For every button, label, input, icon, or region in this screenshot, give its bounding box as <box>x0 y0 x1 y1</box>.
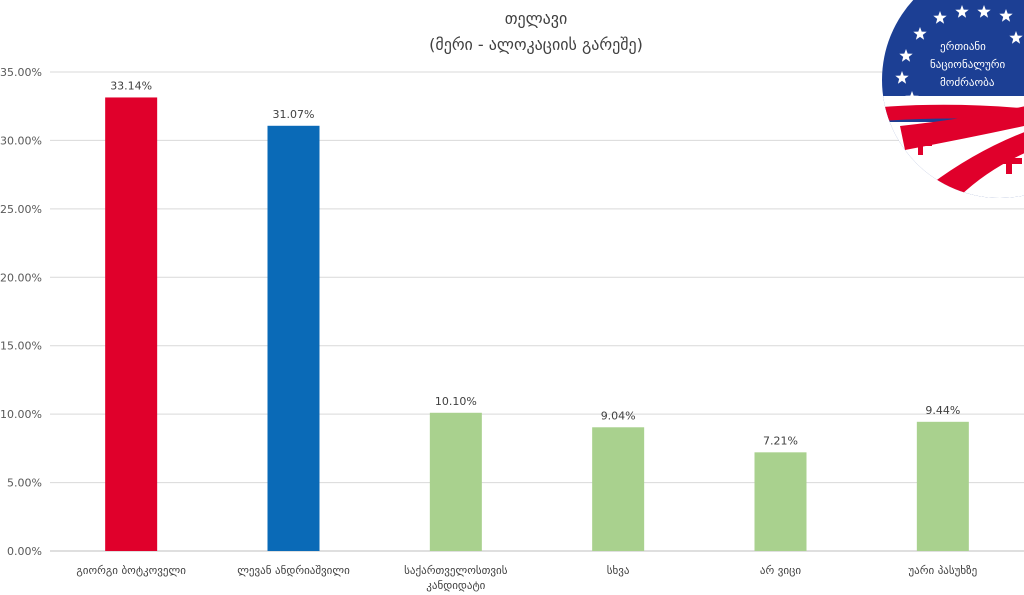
y-tick-label: 20.00% <box>0 271 42 284</box>
logo-line-3: მოძრაობა <box>940 76 995 89</box>
y-tick-label: 10.00% <box>0 408 42 421</box>
star-icon <box>955 5 969 18</box>
data-label: 7.21% <box>763 434 798 447</box>
party-logo: ერთიანი ნაციონალური მოძრაობა <box>882 0 1024 198</box>
category-label: უარი პასუხზე <box>908 564 977 577</box>
star-icon <box>905 91 919 104</box>
bar <box>592 427 645 551</box>
category-label: სხვა <box>607 564 630 577</box>
y-tick-label: 30.00% <box>0 134 42 147</box>
chart-title: თელავი <box>505 9 568 28</box>
logo-line-2: ნაციონალური <box>930 58 1006 71</box>
bar <box>105 97 158 551</box>
grid-lines <box>50 71 1024 552</box>
star-icon <box>1009 31 1023 44</box>
category-labels: გიორგი ბოტკოველი ლევან ანდრიაშვილი საქართვ… <box>76 564 977 592</box>
bar <box>754 452 807 551</box>
bar <box>429 412 482 551</box>
category-label: არ ვიცი <box>760 564 801 577</box>
star-icon <box>913 27 927 40</box>
data-labels: 33.14% 31.07% 10.10% 9.04% 7.21% 9.44% <box>110 79 960 447</box>
data-label: 31.07% <box>273 108 315 121</box>
y-tick-label: 15.00% <box>0 340 42 353</box>
logo-stars <box>895 5 1023 104</box>
category-label: გიორგი ბოტკოველი <box>76 564 186 577</box>
bars <box>105 97 969 552</box>
logo-crosses <box>910 133 1022 174</box>
data-label: 10.10% <box>435 395 477 408</box>
category-label: კანდიდატი <box>426 579 485 592</box>
star-icon <box>933 11 947 24</box>
bar <box>267 125 320 552</box>
star-icon <box>899 49 913 62</box>
data-label: 9.44% <box>925 404 960 417</box>
data-label: 33.14% <box>110 79 152 92</box>
data-label: 9.04% <box>601 409 636 422</box>
category-label: ლევან ანდრიაშვილი <box>237 564 350 577</box>
y-tick-label: 5.00% <box>7 477 42 490</box>
bar <box>916 421 969 551</box>
y-axis-tick-labels: 0.00% 5.00% 10.00% 15.00% 20.00% 25.00% 30.00%… <box>0 66 42 558</box>
y-tick-label: 35.00% <box>0 66 42 79</box>
star-icon <box>999 9 1013 22</box>
y-tick-label: 0.00% <box>7 545 42 558</box>
y-tick-label: 25.00% <box>0 203 42 216</box>
logo-line-1: ერთიანი <box>940 40 986 53</box>
category-label: საქართველოსთვის <box>404 564 508 577</box>
star-icon <box>977 5 991 18</box>
star-icon <box>895 71 909 84</box>
chart-subtitle: (მერი - ალოკაციის გარეშე) <box>429 35 643 54</box>
